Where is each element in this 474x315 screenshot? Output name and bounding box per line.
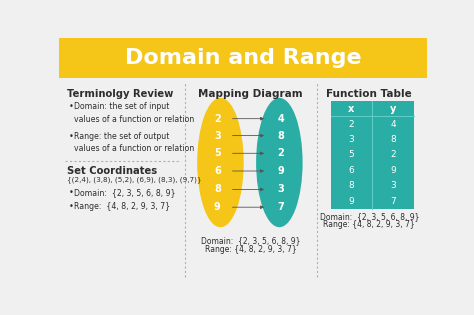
Text: 3: 3	[214, 131, 221, 140]
Text: 8: 8	[214, 185, 221, 194]
Text: x: x	[348, 104, 355, 114]
Text: 9: 9	[277, 166, 284, 176]
Text: 2: 2	[214, 114, 221, 124]
Text: 3: 3	[348, 135, 354, 144]
Text: 9: 9	[348, 197, 354, 206]
Text: Domain:  {2, 3, 5, 6, 8, 9}: Domain: {2, 3, 5, 6, 8, 9}	[201, 237, 301, 245]
Text: 4: 4	[391, 119, 396, 129]
Text: 9: 9	[391, 166, 396, 175]
Text: y: y	[390, 104, 396, 114]
Bar	[330, 116, 414, 132]
Text: Range:  {4, 8, 2, 9, 3, 7}: Range: {4, 8, 2, 9, 3, 7}	[74, 202, 170, 211]
Text: 3: 3	[391, 181, 396, 190]
Text: 4: 4	[277, 114, 284, 124]
Text: Set Coordinates: Set Coordinates	[67, 166, 157, 176]
Text: •: •	[69, 188, 73, 197]
Text: 5: 5	[348, 150, 354, 159]
Text: 8: 8	[348, 181, 354, 190]
Bar	[330, 132, 414, 147]
Ellipse shape	[197, 98, 244, 227]
Text: 2: 2	[348, 119, 354, 129]
Text: 6: 6	[214, 166, 221, 176]
Text: •: •	[69, 102, 73, 112]
Ellipse shape	[256, 98, 302, 227]
Text: 5: 5	[214, 148, 221, 158]
Bar	[330, 147, 414, 163]
Text: 3: 3	[277, 185, 284, 194]
Bar	[330, 178, 414, 193]
Text: Domain:  {2, 3, 5, 6, 8, 9}: Domain: {2, 3, 5, 6, 8, 9}	[74, 188, 175, 197]
Text: •: •	[69, 132, 73, 141]
Text: 8: 8	[391, 135, 396, 144]
Text: Domain:  {2, 3, 5, 6, 8, 9}: Domain: {2, 3, 5, 6, 8, 9}	[319, 212, 419, 221]
Text: Range: {4, 8, 2, 9, 3, 7}: Range: {4, 8, 2, 9, 3, 7}	[205, 245, 297, 254]
Text: 7: 7	[277, 202, 284, 212]
Bar	[330, 163, 414, 178]
Text: 6: 6	[348, 166, 354, 175]
Bar	[330, 193, 414, 209]
Text: Terminolgy Review: Terminolgy Review	[67, 89, 173, 100]
Text: 2: 2	[277, 148, 284, 158]
Text: Domain: the set of input
values of a function or relation: Domain: the set of input values of a fun…	[74, 102, 194, 124]
Text: Function Table: Function Table	[327, 89, 412, 100]
Text: Range: the set of output
values of a function or relation: Range: the set of output values of a fun…	[74, 132, 194, 153]
Text: 7: 7	[391, 197, 396, 206]
Text: 8: 8	[277, 131, 284, 140]
Text: •: •	[69, 202, 73, 211]
Text: Domain and Range: Domain and Range	[125, 48, 361, 68]
Bar	[59, 38, 427, 78]
Text: Range: {4, 8, 2, 9, 3, 7}: Range: {4, 8, 2, 9, 3, 7}	[323, 220, 415, 228]
Text: {(2,4), (3,8), (5,2), (6,9), (8,3), (9,7)}: {(2,4), (3,8), (5,2), (6,9), (8,3), (9,7…	[67, 176, 201, 183]
Text: 9: 9	[214, 202, 221, 212]
Text: Mapping Diagram: Mapping Diagram	[198, 89, 303, 100]
Bar	[330, 101, 414, 116]
Text: 2: 2	[391, 150, 396, 159]
